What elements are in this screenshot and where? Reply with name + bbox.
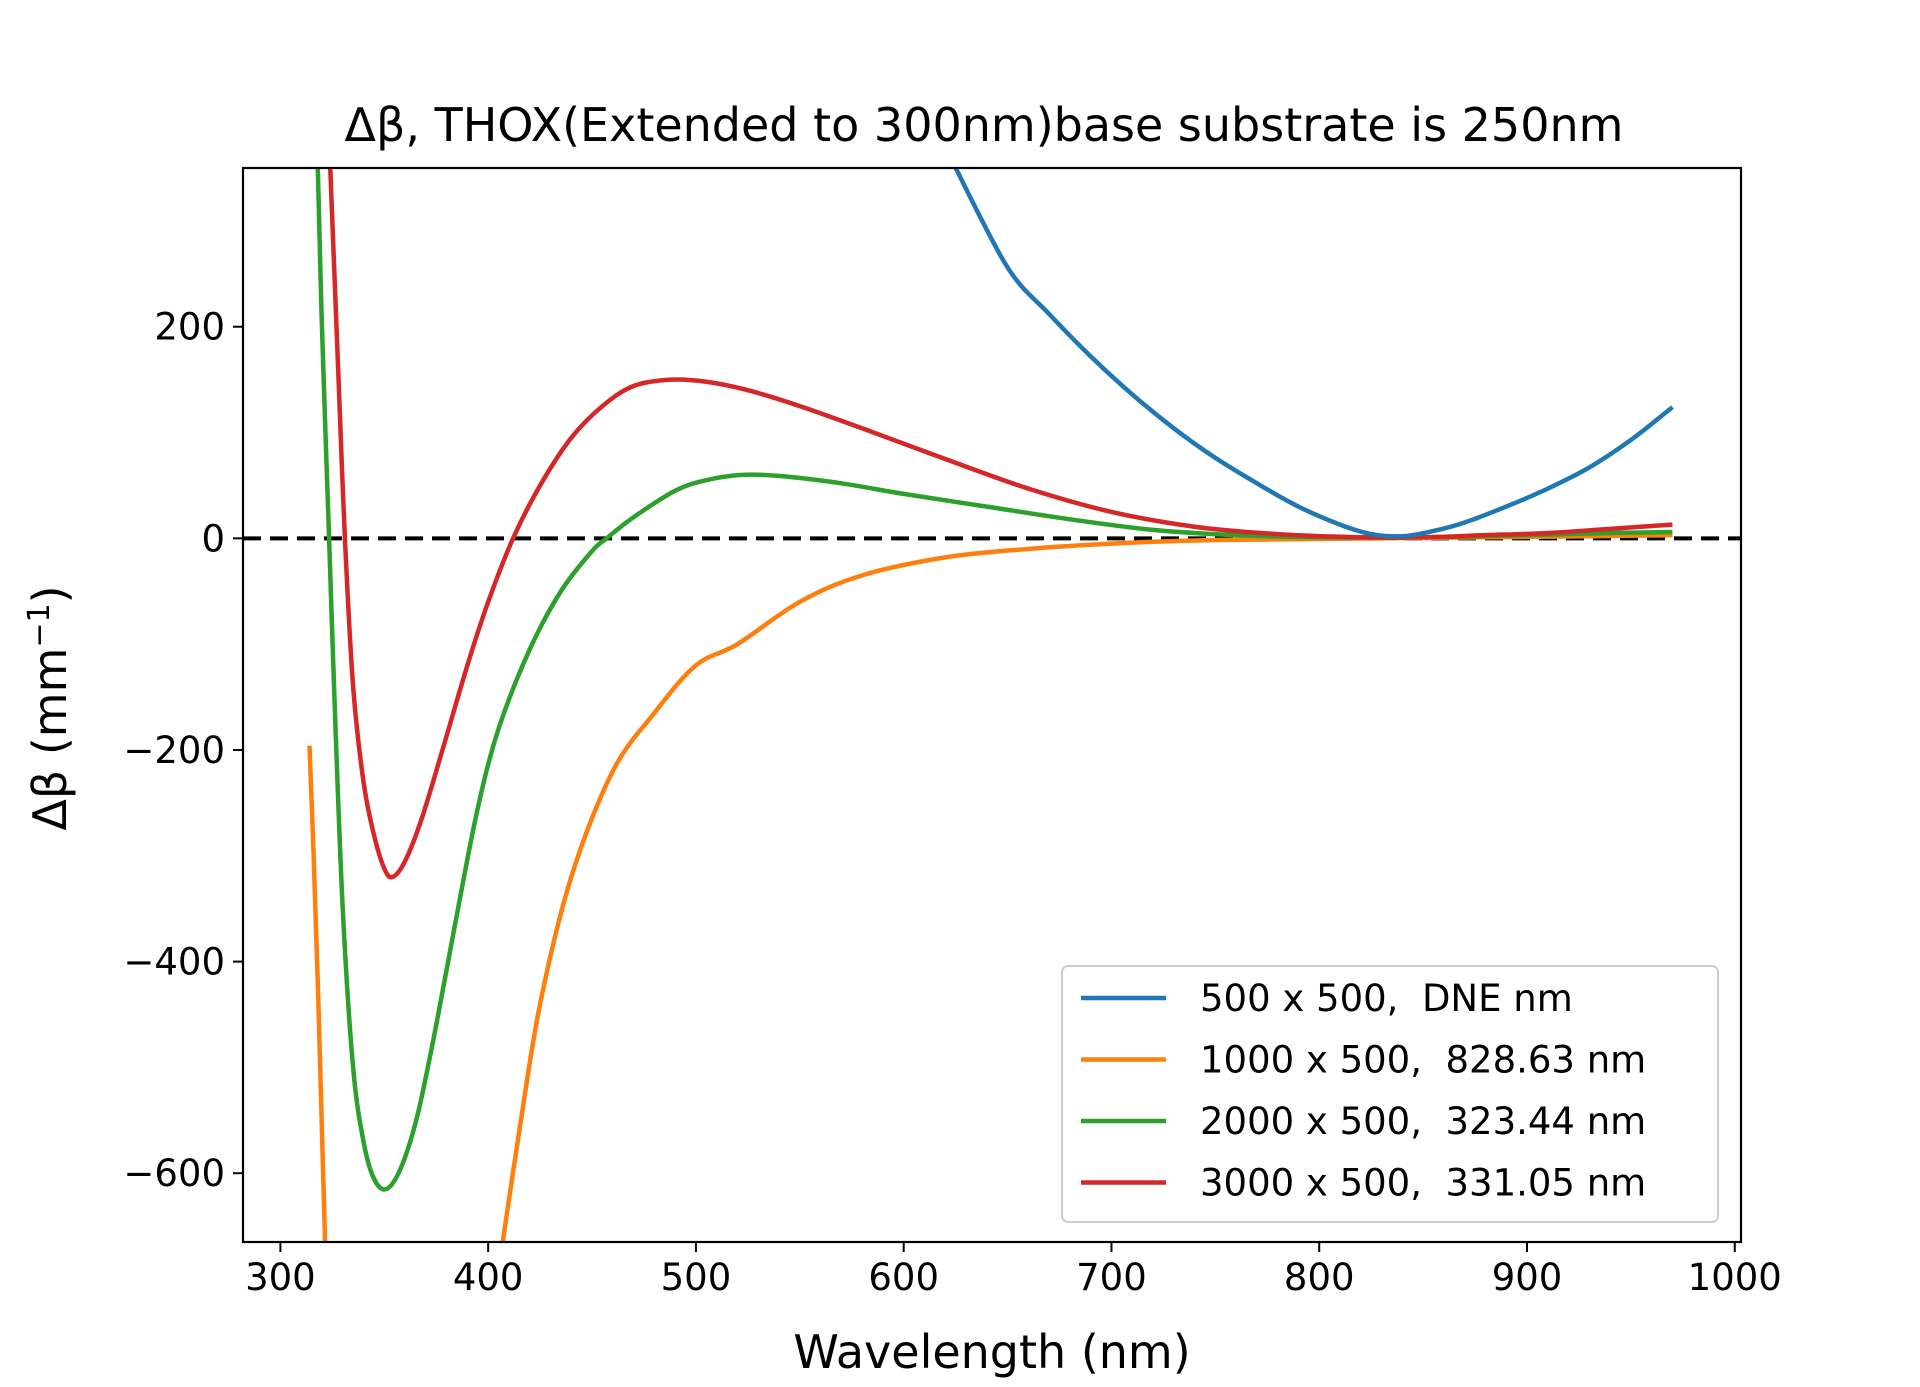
y-tick-label: 0 xyxy=(201,517,225,560)
y-tick-label: −200 xyxy=(123,729,225,772)
series-line-0 xyxy=(953,168,1674,539)
x-tick-label: 300 xyxy=(245,1256,316,1299)
legend-items: 500 x 500, DNE nm 1000 x 500, 828.63 nm 20… xyxy=(1081,977,1646,1205)
plot-frame xyxy=(241,166,1743,1244)
y-axis-label-main: Δβ (mm xyxy=(23,648,77,831)
legend-label: 500 x 500, DNE nm xyxy=(1200,977,1573,1020)
data-lines xyxy=(243,168,1741,1242)
x-tick-label: 800 xyxy=(1284,1256,1355,1299)
series-line-2 xyxy=(315,168,1673,1192)
y-axis-label-exponent: −1 xyxy=(22,603,57,647)
x-tick-label: 600 xyxy=(868,1256,939,1299)
x-axis-label: Wavelength (nm) xyxy=(793,1325,1190,1379)
legend: 500 x 500, DNE nm 1000 x 500, 828.63 nm 20… xyxy=(1061,965,1719,1223)
x-tick-label: 900 xyxy=(1492,1256,1563,1299)
legend-box xyxy=(1061,965,1719,1223)
series-line-3 xyxy=(328,168,1673,880)
y-axis-label-close: ) xyxy=(23,585,77,603)
x-tick-label: 700 xyxy=(1076,1256,1147,1299)
y-tick-label: −600 xyxy=(123,1152,225,1195)
x-tick-label: 1000 xyxy=(1688,1256,1782,1299)
x-tick-label: 500 xyxy=(661,1256,732,1299)
x-tick-label: 400 xyxy=(453,1256,524,1299)
chart-title: Δβ, THOX(Extended to 300nm)base substrat… xyxy=(345,98,1624,152)
legend-label: 2000 x 500, 323.44 nm xyxy=(1200,1100,1646,1143)
axis-ticks: 300 400 500 600 700 800 900 1000 200 0 −200 −400 −60… xyxy=(123,306,1781,1299)
legend-label: 3000 x 500, 331.05 nm xyxy=(1200,1162,1646,1205)
y-tick-label: −400 xyxy=(123,941,225,984)
y-axis-label: Δβ (mm−1) xyxy=(22,585,77,830)
legend-label: 1000 x 500, 828.63 nm xyxy=(1200,1039,1646,1082)
y-tick-label: 200 xyxy=(154,306,225,349)
